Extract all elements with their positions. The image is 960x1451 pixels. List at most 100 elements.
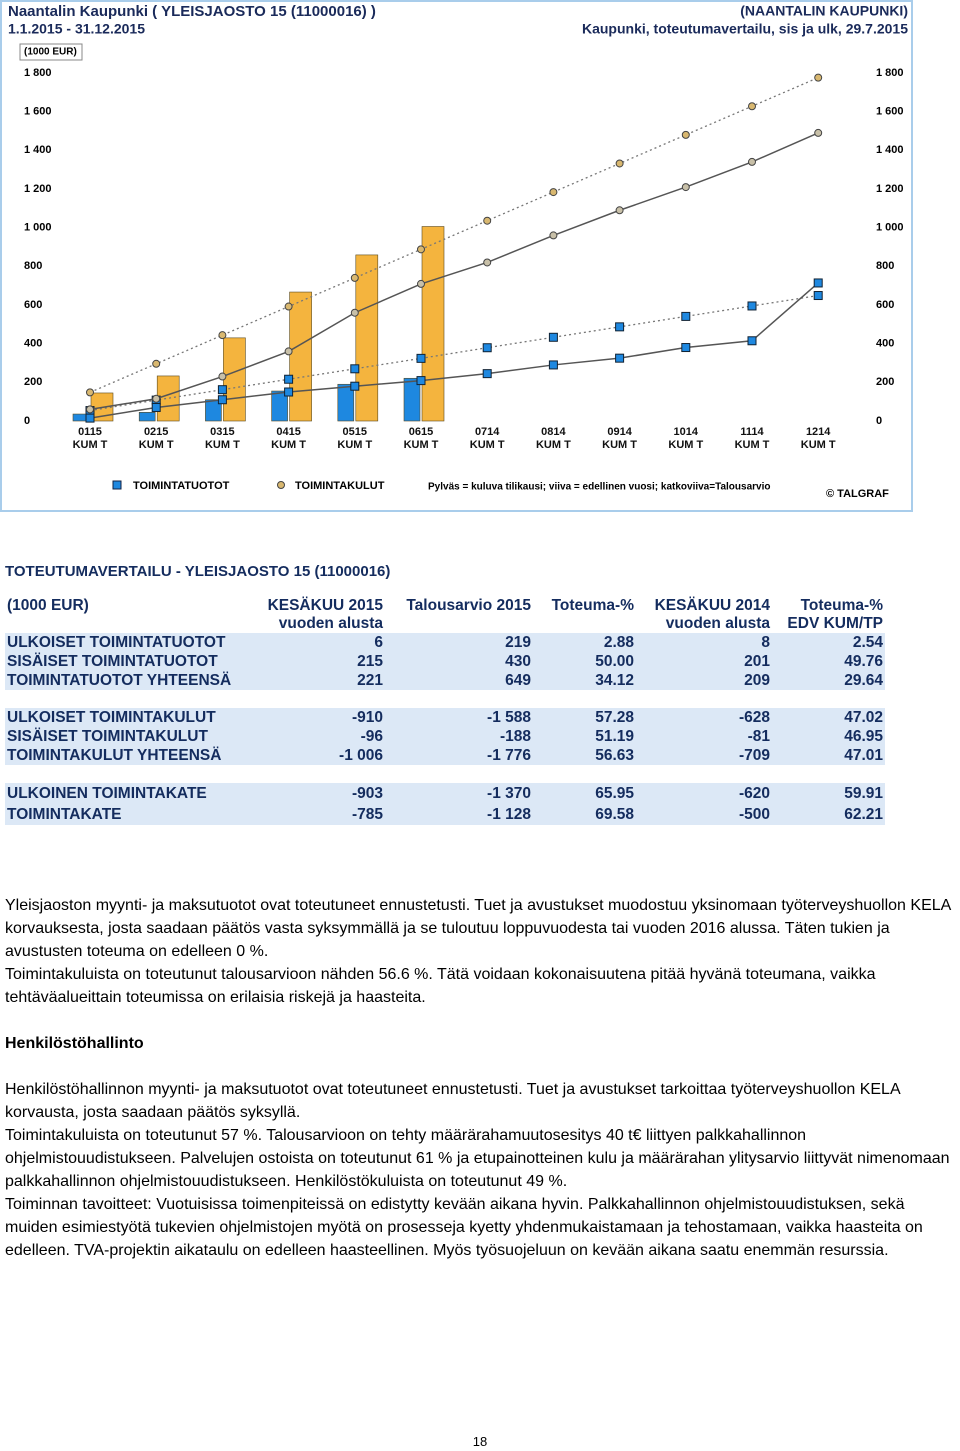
- budget-marker: [417, 245, 425, 254]
- x-tick-label: 1114 KUM T: [734, 426, 770, 451]
- table-row: TOIMINTAKATE -785 -1 128 69.58 -500 62.21: [5, 804, 885, 825]
- y2-tick-label: 800: [876, 260, 894, 272]
- bar: [337, 383, 355, 422]
- spacer: [5, 765, 885, 783]
- previous-year-marker: [85, 413, 95, 423]
- y-tick-label: 400: [24, 338, 42, 350]
- x-tick-label: 0315 KUM T: [204, 426, 240, 451]
- cell: -188: [499, 728, 531, 745]
- cell: -709: [738, 747, 770, 764]
- chart-subtitle: 1.1.2015 - 31.12.2015: [8, 21, 145, 37]
- previous-year-marker: [813, 278, 823, 288]
- cell: -910: [351, 709, 383, 726]
- budget-marker: [350, 364, 360, 374]
- cell: 6: [374, 634, 383, 651]
- table-header: (1000 EUR) KESÄKUU 2015 vuoden alusta Talo…: [5, 587, 885, 633]
- cell: -96: [360, 728, 383, 745]
- y-tick-label: 1 800: [24, 67, 52, 79]
- x-tick-label: 0115 KUM T: [72, 426, 108, 451]
- previous-year-marker: [416, 376, 426, 386]
- previous-year-line: [89, 132, 819, 411]
- legend-note: Pylväs = kuluva tilikausi; viiva = edell…: [428, 482, 770, 493]
- y-tick-label: 1 600: [24, 106, 52, 118]
- table-row: ULKOINEN TOIMINTAKATE -903 -1 370 65.95 -620…: [5, 783, 885, 804]
- previous-year-marker: [615, 353, 625, 363]
- paragraph: Toimintakuluista on toteutunut 57 %. Tal…: [5, 1127, 950, 1190]
- cell: 219: [505, 634, 531, 651]
- y-tick-label: 1 200: [24, 183, 52, 195]
- x-tick-label: 1014 KUM T: [668, 426, 704, 451]
- previous-year-marker: [814, 128, 823, 137]
- y-axis-label: (1000 EUR): [24, 47, 77, 58]
- budget-marker: [350, 273, 359, 282]
- bar: [421, 226, 445, 422]
- budget-marker: [681, 130, 690, 139]
- paragraph: Henkilöstöhallinnon myynti- ja maksutuot…: [5, 1081, 900, 1121]
- y-label-box: [19, 43, 83, 61]
- previous-year-marker: [549, 231, 558, 240]
- cell: 50.00: [595, 653, 634, 670]
- previous-year-marker: [482, 369, 492, 379]
- y2-tick-label: 1 800: [876, 67, 904, 79]
- y2-tick-label: 0: [876, 415, 882, 427]
- budget-marker: [416, 353, 426, 363]
- cell: -1 128: [487, 806, 531, 823]
- row-label: TOIMINTAKULUT YHTEENSÄ: [7, 747, 222, 764]
- table-row: ULKOISET TOIMINTAKULUT -910 -1 588 57.28 -62…: [5, 708, 885, 727]
- previous-year-marker: [615, 206, 624, 215]
- cell: 201: [744, 653, 770, 670]
- previous-year-marker: [483, 258, 492, 267]
- budget-marker: [549, 188, 558, 197]
- cell: 46.95: [844, 728, 883, 745]
- table-body: ULKOISET TOIMINTATUOTOT 6 219 2.88 8 2.54 SISÄ…: [5, 633, 885, 825]
- previous-year-marker: [152, 394, 161, 403]
- paragraph: Toimintakuluista on toteutunut talousarv…: [5, 966, 876, 1006]
- y2-tick-label: 200: [876, 376, 894, 388]
- column-header: KESÄKUU 2014 vuoden alusta: [654, 597, 770, 632]
- budget-marker: [681, 311, 691, 321]
- bar: [138, 411, 156, 422]
- cell: 51.19: [595, 728, 634, 745]
- y2-tick-label: 1 600: [876, 106, 904, 118]
- bar: [355, 254, 379, 422]
- section-heading: Henkilöstöhallinto: [5, 1035, 144, 1052]
- cell: -1 370: [487, 785, 531, 802]
- budget-marker: [218, 331, 227, 340]
- chart-subtitle-right: Kaupunki, toteutumavertailu, sis ja ulk,…: [582, 21, 908, 37]
- cell: -81: [747, 728, 770, 745]
- cell: 34.12: [595, 672, 634, 689]
- y-tick-label: 600: [24, 299, 42, 311]
- body-text: Yleisjaoston myynti- ja maksutuotot ovat…: [5, 894, 960, 1262]
- column-header: (1000 EUR): [7, 597, 89, 614]
- previous-year-marker: [151, 402, 161, 412]
- x-tick-label: 0814 KUM T: [535, 426, 571, 451]
- budget-marker: [615, 322, 625, 332]
- cell: 209: [744, 672, 770, 689]
- cell: 62.21: [844, 806, 883, 823]
- budget-marker: [284, 374, 294, 384]
- previous-year-marker: [548, 360, 558, 370]
- x-tick-label: 1214 KUM T: [800, 426, 836, 451]
- y-tick-label: 1 400: [24, 144, 52, 156]
- table-row: SISÄISET TOIMINTAKULUT -96 -188 51.19 -81 46.…: [5, 727, 885, 746]
- column-header: Talousarvio 2015: [406, 597, 531, 614]
- y-tick-label: 200: [24, 376, 42, 388]
- previous-year-marker: [86, 405, 94, 414]
- previous-year-marker: [284, 387, 294, 397]
- budget-marker: [483, 216, 492, 225]
- y-tick-label: 800: [24, 260, 42, 272]
- x-tick-label: 0215 KUM T: [138, 426, 174, 451]
- cell: 57.28: [595, 709, 634, 726]
- budget-marker: [482, 343, 492, 353]
- legend-swatch: [112, 480, 122, 490]
- credit: © TALGRAF: [826, 488, 889, 500]
- cell: -903: [351, 785, 383, 802]
- previous-year-line: [89, 282, 819, 419]
- y-tick-label: 1 000: [24, 222, 52, 234]
- chart-svg: Naantalin Kaupunki ( YLEISJAOSTO 15 (110…: [0, 0, 913, 512]
- table-row: SISÄISET TOIMINTATUOTOT 215 430 50.00 201 49.…: [5, 652, 885, 671]
- y2-tick-label: 400: [876, 338, 894, 350]
- cell: 2.88: [603, 634, 634, 651]
- legend-label: TOIMINTAKULUT: [295, 480, 385, 492]
